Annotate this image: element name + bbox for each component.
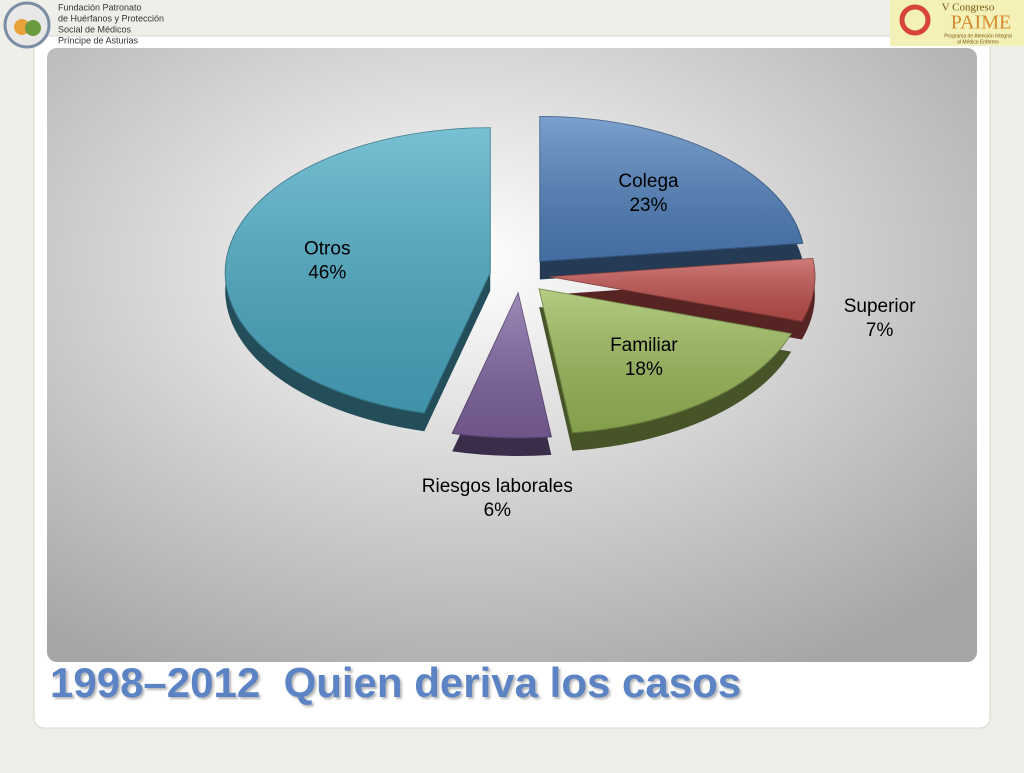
logo-text: al Médico Enfermo bbox=[957, 39, 999, 45]
logo-text: Social de Médicos bbox=[58, 24, 132, 34]
slice-value-label: 7% bbox=[866, 320, 894, 341]
slice-value-label: 6% bbox=[484, 500, 512, 521]
logo-text: Programa de Atención Integral bbox=[944, 33, 1012, 39]
slice-label: Otros bbox=[304, 238, 350, 259]
slice-shine bbox=[539, 288, 792, 433]
logo-text: V Congreso bbox=[942, 2, 995, 14]
logo-text: de Huérfanos y Protección bbox=[58, 13, 164, 23]
slice-shine bbox=[539, 116, 803, 262]
logo-text: PAIME bbox=[951, 12, 1011, 34]
slice-shine bbox=[549, 258, 815, 322]
slice-label: Colega bbox=[618, 171, 679, 192]
slice-value-label: 18% bbox=[625, 359, 663, 380]
logo-figure bbox=[25, 20, 41, 36]
slice-shine bbox=[452, 292, 552, 438]
chart-title: 1998–2012 Quien deriva los casos bbox=[50, 659, 741, 706]
slice-value-label: 23% bbox=[629, 195, 667, 216]
slice-label: Superior bbox=[844, 296, 916, 317]
slice-value-label: 46% bbox=[308, 262, 346, 283]
pie: Colega 23% Superior 7% Familiar 18% Riesgos la… bbox=[224, 115, 916, 521]
logo-text: Príncipe de Asturias bbox=[58, 35, 139, 45]
logo-text: Fundación Patronato bbox=[58, 2, 142, 12]
right-logo-icon bbox=[899, 4, 931, 36]
slice-shine bbox=[225, 127, 491, 414]
slice-label: Riesgos laborales bbox=[422, 476, 573, 497]
slice-label: Familiar bbox=[610, 335, 678, 356]
